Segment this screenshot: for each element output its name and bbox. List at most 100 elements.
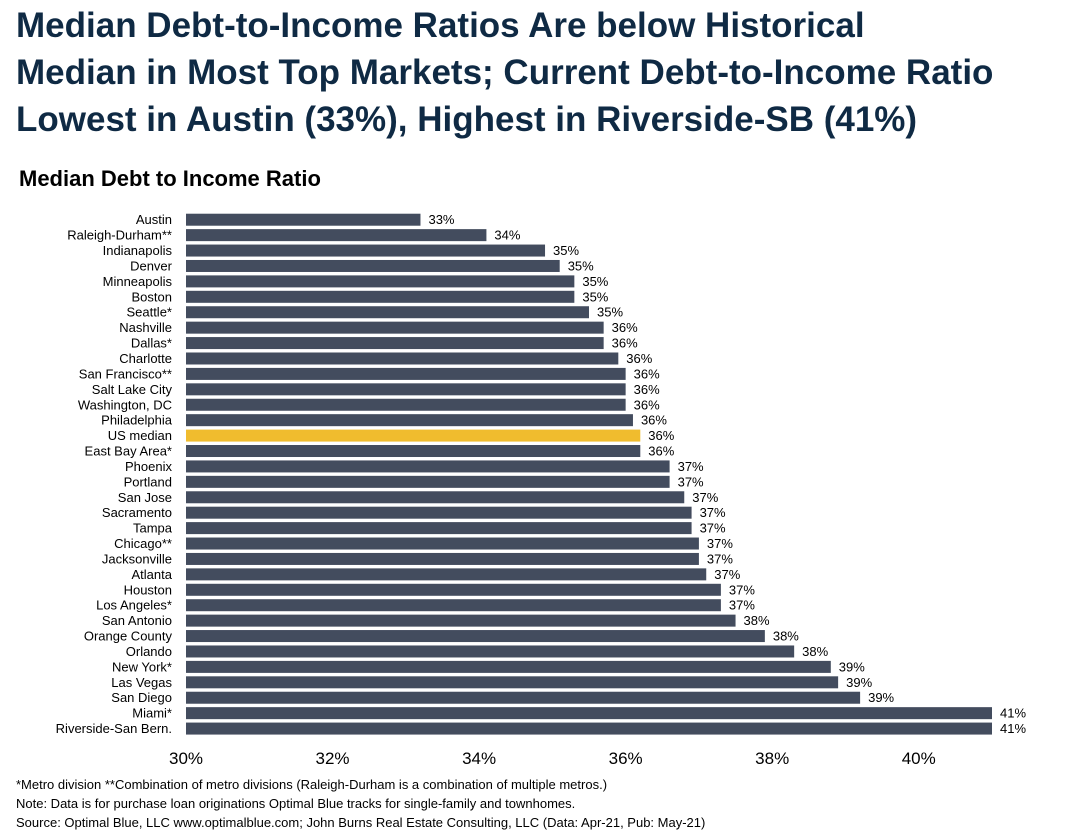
category-label-washington-dc: Washington, DC [78,397,172,412]
bar-atlanta [186,568,707,581]
category-label-sacramento: Sacramento [102,505,172,520]
data-label-jacksonville: 37% [707,551,733,566]
category-label-salt-lake-city: Salt Lake City [92,382,173,397]
x-tick-label-36: 36% [609,749,643,768]
data-label-indianapolis: 35% [553,243,579,258]
category-label-nashville: Nashville [119,320,172,335]
category-label-raleigh-durham: Raleigh-Durham** [67,228,172,243]
category-label-denver: Denver [130,258,173,273]
bar-san-jose [186,491,685,504]
category-label-san-francisco: San Francisco** [79,366,172,381]
data-label-phoenix: 37% [678,459,704,474]
category-label-east-bay-area: East Bay Area* [85,444,172,459]
bar-salt-lake-city [186,383,626,396]
category-label-riverside-san-bern: Riverside-San Bern. [56,721,172,736]
data-label-east-bay-area: 36% [648,444,674,459]
category-label-indianapolis: Indianapolis [103,243,173,258]
x-tick-label-34: 34% [462,749,496,768]
footnote-metro: *Metro division **Combination of metro d… [16,777,608,792]
category-label-boston: Boston [132,289,172,304]
headline-line-3: Lowest in Austin (33%), Highest in River… [16,100,918,139]
bar-new-york [186,660,831,673]
data-label-minneapolis: 35% [582,274,608,289]
data-label-denver: 35% [568,258,594,273]
category-label-philadelphia: Philadelphia [101,413,173,428]
data-label-salt-lake-city: 36% [634,382,660,397]
bar-tampa [186,522,692,535]
x-tick-label-30: 30% [169,749,203,768]
data-label-atlanta: 37% [714,567,740,582]
bar-chicago [186,537,699,550]
bar-east-bay-area [186,445,641,458]
bar-raleigh-durham [186,229,487,242]
data-label-riverside-san-bern: 41% [1000,721,1026,736]
category-label-san-jose: San Jose [118,490,172,505]
category-label-san-diego: San Diego [111,690,172,705]
data-label-austin: 33% [428,212,454,227]
bar-san-diego [186,691,861,704]
headline-line-2: Median in Most Top Markets; Current Debt… [16,53,994,92]
x-tick-label-38: 38% [755,749,789,768]
data-label-orlando: 38% [802,644,828,659]
data-label-san-francisco: 36% [634,366,660,381]
bar-austin [186,213,421,226]
bar-orlando [186,645,795,658]
bar-phoenix [186,460,670,473]
category-label-dallas: Dallas* [131,336,172,351]
bar-chart: Austin 33% Raleigh-Durham** 34% Indianapolis… [56,212,1027,768]
bar-houston [186,583,721,596]
category-label-new-york: New York* [112,659,172,674]
bar-boston [186,290,575,303]
data-label-boston: 35% [582,289,608,304]
bar-charlotte [186,352,619,365]
data-label-us-median: 36% [648,428,674,443]
data-label-philadelphia: 36% [641,413,667,428]
category-label-seattle: Seattle* [126,305,172,320]
data-label-chicago: 37% [707,536,733,551]
data-label-raleigh-durham: 34% [494,228,520,243]
headline-line-1: Median Debt-to-Income Ratios Are below H… [16,6,865,45]
bar-las-vegas [186,676,839,689]
bar-miami [186,707,992,720]
category-label-san-antonio: San Antonio [102,613,172,628]
data-label-las-vegas: 39% [846,675,872,690]
data-label-san-jose: 37% [692,490,718,505]
bar-denver [186,259,560,272]
data-label-sacramento: 37% [700,505,726,520]
bar-nashville [186,321,604,334]
bar-riverside-san-bern [186,722,992,735]
data-label-san-diego: 39% [868,690,894,705]
bar-sacramento [186,506,692,519]
bar-san-francisco [186,367,626,380]
category-label-orlando: Orlando [126,644,172,659]
data-label-houston: 37% [729,582,755,597]
category-label-minneapolis: Minneapolis [103,274,173,289]
bar-jacksonville [186,552,699,565]
bar-philadelphia [186,414,633,427]
category-label-portland: Portland [124,474,172,489]
category-label-jacksonville: Jacksonville [102,551,172,566]
category-label-atlanta: Atlanta [132,567,173,582]
data-label-nashville: 36% [612,320,638,335]
bar-los-angeles [186,599,721,612]
category-label-orange-county: Orange County [84,629,173,644]
x-tick-label-32: 32% [316,749,350,768]
chart-title: Median Debt to Income Ratio [19,166,321,191]
category-label-las-vegas: Las Vegas [111,675,172,690]
bar-seattle [186,306,589,319]
data-label-los-angeles: 37% [729,598,755,613]
bar-indianapolis [186,244,546,257]
category-label-austin: Austin [136,212,172,227]
data-label-tampa: 37% [700,521,726,536]
data-label-charlotte: 36% [626,351,652,366]
bar-dallas [186,337,604,350]
x-tick-label-40: 40% [902,749,936,768]
data-label-san-antonio: 38% [744,613,770,628]
data-label-seattle: 35% [597,305,623,320]
data-label-new-york: 39% [839,659,865,674]
category-label-los-angeles: Los Angeles* [96,598,172,613]
bar-orange-county [186,630,765,643]
data-label-washington-dc: 36% [634,397,660,412]
headline: Median Debt-to-Income Ratios Are below H… [16,2,1084,143]
category-label-houston: Houston [124,582,172,597]
